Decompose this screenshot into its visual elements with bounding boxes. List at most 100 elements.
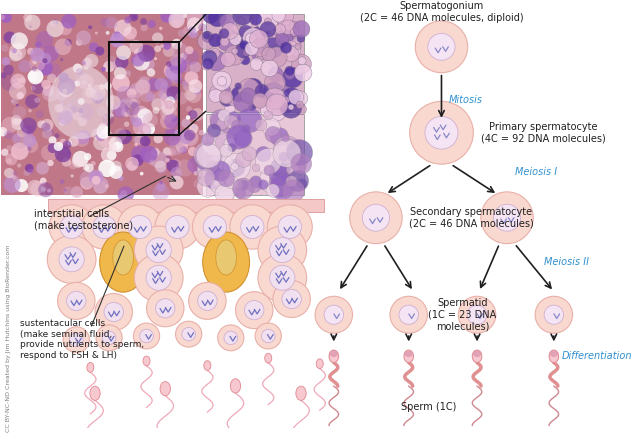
Circle shape (76, 71, 88, 83)
Circle shape (232, 48, 238, 54)
Circle shape (166, 215, 189, 238)
Circle shape (172, 63, 184, 75)
Circle shape (286, 140, 312, 166)
Circle shape (4, 168, 14, 178)
Circle shape (544, 305, 564, 324)
Circle shape (140, 172, 143, 176)
Circle shape (250, 13, 262, 25)
Circle shape (175, 169, 180, 174)
Circle shape (85, 88, 95, 98)
Circle shape (282, 180, 305, 202)
Circle shape (215, 184, 234, 203)
Circle shape (86, 153, 90, 158)
Circle shape (458, 296, 496, 333)
Circle shape (262, 82, 284, 103)
Circle shape (66, 98, 81, 112)
Circle shape (82, 88, 98, 103)
Ellipse shape (472, 350, 482, 362)
Circle shape (178, 30, 186, 37)
Circle shape (197, 169, 215, 186)
Circle shape (262, 38, 284, 58)
Circle shape (189, 124, 198, 134)
Circle shape (225, 176, 239, 189)
Circle shape (291, 36, 301, 46)
Circle shape (124, 112, 129, 116)
Ellipse shape (316, 359, 323, 369)
Circle shape (97, 174, 102, 180)
Circle shape (140, 89, 153, 102)
Circle shape (269, 172, 294, 198)
Circle shape (241, 215, 264, 238)
Circle shape (101, 147, 116, 162)
Ellipse shape (160, 382, 170, 396)
Circle shape (163, 147, 172, 156)
Circle shape (273, 136, 301, 164)
Circle shape (88, 25, 92, 29)
Circle shape (134, 226, 183, 274)
Circle shape (78, 104, 94, 120)
Circle shape (133, 323, 159, 349)
Circle shape (136, 132, 141, 137)
Circle shape (47, 189, 51, 193)
Circle shape (96, 325, 122, 351)
Circle shape (185, 46, 193, 54)
Circle shape (236, 151, 252, 167)
Circle shape (156, 182, 166, 191)
Circle shape (262, 118, 280, 136)
Circle shape (152, 33, 163, 43)
Circle shape (297, 179, 307, 189)
Circle shape (264, 33, 278, 47)
Circle shape (17, 127, 28, 138)
Circle shape (79, 171, 97, 187)
Circle shape (160, 78, 172, 90)
Circle shape (19, 60, 31, 73)
Circle shape (59, 22, 72, 35)
Circle shape (120, 39, 123, 42)
Circle shape (250, 30, 268, 48)
Circle shape (243, 28, 264, 49)
Circle shape (155, 149, 159, 153)
Circle shape (227, 125, 251, 149)
Circle shape (25, 164, 33, 172)
Circle shape (415, 21, 468, 73)
Circle shape (164, 100, 174, 109)
Circle shape (11, 32, 28, 49)
Circle shape (106, 31, 109, 34)
Circle shape (73, 112, 81, 121)
Circle shape (236, 43, 252, 58)
Circle shape (155, 205, 200, 249)
Circle shape (133, 136, 141, 143)
Circle shape (163, 42, 171, 50)
Circle shape (285, 41, 298, 54)
Circle shape (205, 52, 216, 64)
Ellipse shape (204, 361, 211, 370)
Circle shape (218, 325, 244, 351)
Circle shape (104, 82, 112, 90)
Circle shape (258, 254, 307, 302)
Circle shape (280, 97, 302, 118)
Circle shape (281, 20, 296, 34)
Circle shape (221, 85, 230, 93)
Circle shape (47, 235, 96, 283)
Circle shape (249, 26, 271, 47)
Circle shape (102, 113, 115, 125)
Circle shape (125, 157, 139, 170)
Circle shape (189, 29, 198, 38)
Circle shape (21, 135, 33, 146)
Circle shape (99, 84, 104, 90)
Circle shape (125, 95, 140, 109)
Circle shape (47, 20, 64, 37)
Circle shape (209, 89, 223, 103)
Circle shape (120, 31, 135, 47)
Circle shape (20, 117, 36, 134)
Circle shape (111, 101, 129, 118)
Circle shape (185, 136, 190, 141)
Circle shape (242, 125, 250, 133)
Circle shape (67, 291, 86, 310)
Ellipse shape (48, 65, 114, 139)
Circle shape (228, 95, 239, 106)
Circle shape (266, 184, 280, 197)
Circle shape (164, 155, 172, 162)
Circle shape (225, 45, 245, 65)
Circle shape (60, 215, 83, 238)
